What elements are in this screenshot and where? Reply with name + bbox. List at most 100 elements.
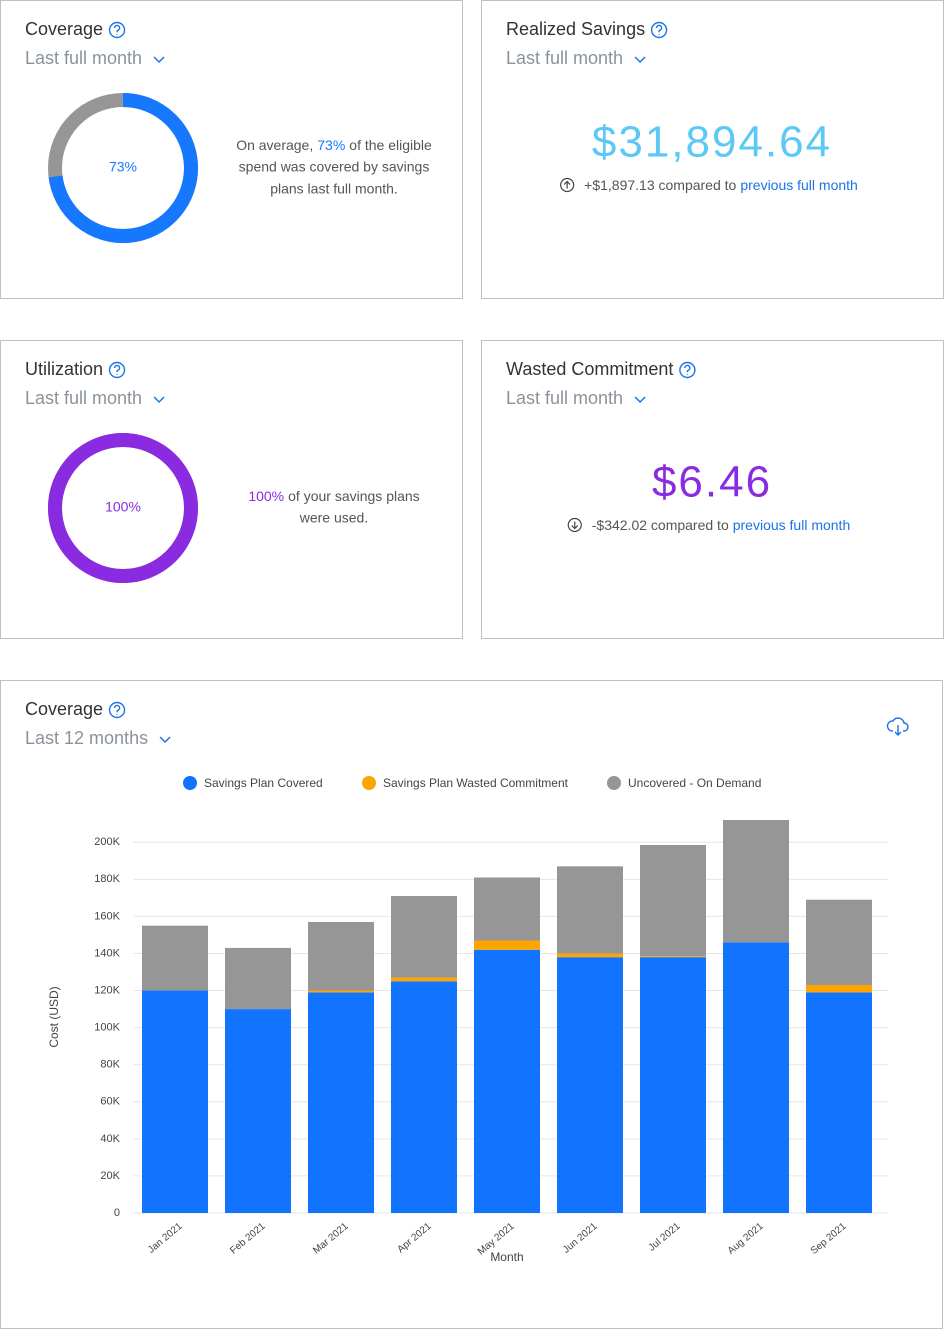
help-mark [113, 24, 121, 35]
period-dropdown[interactable] [153, 56, 165, 64]
y-tick-label: 40K [100, 1133, 120, 1145]
bar-segment [640, 957, 706, 1213]
period-select[interactable]: Last 12 months [25, 728, 148, 748]
help-mark [113, 364, 121, 375]
bar-segment [557, 953, 623, 958]
y-tick-label: 120K [94, 984, 120, 996]
bar-segment [640, 956, 706, 958]
y-tick-label: 20K [100, 1170, 120, 1182]
legend-marker [183, 776, 197, 790]
bar-segment [391, 896, 457, 978]
bar-segment [474, 940, 540, 950]
period-select[interactable]: Last full month [506, 388, 623, 408]
bar-segment [806, 992, 872, 1213]
card [0, 340, 463, 639]
period-dropdown[interactable] [153, 396, 165, 404]
bar-segment [391, 977, 457, 982]
change-text: -$342.02 compared to [592, 517, 729, 533]
bar-segment [142, 990, 208, 1213]
previous-link[interactable]: previous full month [733, 517, 851, 533]
period-select[interactable]: Last full month [506, 48, 623, 68]
y-tick-label: 100K [94, 1022, 120, 1034]
y-tick-label: 140K [94, 947, 120, 959]
bar-segment [806, 984, 872, 993]
period-dropdown[interactable] [634, 56, 646, 64]
donut-label: 100% [105, 499, 141, 515]
bar-segment [308, 990, 374, 993]
bar-segment [723, 942, 789, 1213]
legend-marker [607, 776, 621, 790]
legend-label[interactable]: Savings Plan Covered [204, 776, 323, 790]
period-select[interactable]: Last full month [25, 48, 142, 68]
description-highlight: 100% [248, 488, 284, 504]
card-title: Coverage [25, 699, 103, 719]
help-icon[interactable] [108, 21, 126, 39]
bar-segment [723, 820, 789, 943]
y-tick-label: 180K [94, 873, 120, 885]
help-icon[interactable] [650, 21, 668, 39]
donut-arc [48, 433, 198, 583]
bar-segment [308, 992, 374, 1213]
legend-label[interactable]: Savings Plan Wasted Commitment [383, 776, 569, 790]
donut-label: 73% [109, 159, 137, 175]
description-highlight: 73% [317, 137, 345, 153]
change-text: +$1,897.13 compared to [584, 177, 736, 193]
change: +$1,897.13 compared to previous full mont… [584, 177, 858, 193]
help-mark [113, 704, 121, 715]
y-axis-label: Cost (USD) [47, 986, 61, 1047]
card [0, 0, 463, 299]
description-line: plans last full month. [270, 181, 398, 197]
bar-segment [557, 957, 623, 1213]
card-title: Coverage [25, 19, 103, 39]
help-mark [684, 364, 691, 375]
bar-segment [557, 866, 623, 954]
bar-segment [640, 845, 706, 957]
card [481, 0, 944, 299]
help-circle [108, 701, 126, 719]
amount: $6.46 [652, 458, 772, 507]
trend-icon [560, 177, 575, 193]
trend-arrow [571, 521, 579, 530]
description-text: of the eligible [349, 137, 432, 153]
x-axis-label: Month [490, 1250, 523, 1264]
description: On average, 73% of the eligible [236, 137, 432, 153]
card-title: Realized Savings [506, 19, 645, 39]
bar-segment [308, 921, 374, 991]
bar-segment [391, 981, 457, 1213]
y-tick-label: 160K [94, 910, 120, 922]
bar-segment [225, 947, 291, 1010]
period-dropdown[interactable] [159, 736, 171, 744]
period-dropdown[interactable] [634, 396, 646, 404]
download-button[interactable] [886, 717, 909, 736]
help-icon[interactable] [679, 361, 696, 379]
y-tick-label: 80K [100, 1059, 120, 1071]
bar-segment [225, 1009, 291, 1213]
donut-arc [48, 93, 198, 243]
bar-segment [474, 877, 540, 941]
help-icon[interactable] [108, 701, 126, 719]
description-line: spend was covered by savings [239, 159, 430, 175]
help-icon[interactable] [108, 361, 126, 379]
period-select[interactable]: Last full month [25, 388, 142, 408]
change: -$342.02 compared to previous full month [592, 517, 851, 533]
help-mark [655, 24, 663, 35]
bar-segment [474, 949, 540, 1213]
y-tick-label: 60K [100, 1096, 120, 1108]
card-title: Wasted Commitment [506, 359, 673, 379]
help-circle [108, 361, 126, 379]
amount: $31,894.64 [592, 118, 832, 167]
y-tick-label: 200K [94, 836, 120, 848]
y-tick-label: 0 [114, 1207, 120, 1219]
card-title: Utilization [25, 359, 103, 379]
help-circle [108, 21, 126, 39]
legend-marker [362, 776, 376, 790]
card [481, 340, 944, 639]
legend-label[interactable]: Uncovered - On Demand [628, 776, 761, 790]
bar-segment [806, 899, 872, 985]
trend-arrow [563, 180, 571, 189]
description-text: of your savings plans [288, 488, 420, 504]
trend-icon [567, 517, 582, 533]
trend-circle [560, 177, 575, 193]
previous-link[interactable]: previous full month [740, 177, 858, 193]
